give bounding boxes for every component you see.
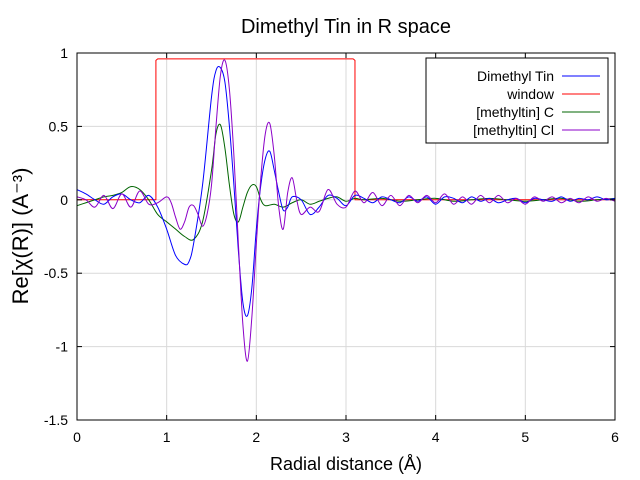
legend-label: Dimethyl Tin [477, 68, 554, 84]
legend: Dimethyl Tin window [methyltin] C [methylti… [425, 57, 609, 144]
y-tick-label: 0.5 [49, 118, 69, 134]
y-tick-label: -1 [56, 339, 69, 355]
x-tick-label: 0 [73, 429, 81, 445]
x-tick-label: 1 [163, 429, 171, 445]
series-line-methyltin-cl [76, 59, 616, 362]
legend-label: window [506, 86, 555, 102]
legend-box [425, 57, 609, 144]
y-tick-label: -1.5 [44, 412, 68, 428]
chart-title: Dimethyl Tin in R space [241, 16, 451, 38]
x-tick-label: 2 [252, 429, 260, 445]
y-tick-label: 0 [60, 192, 68, 208]
legend-label: [methyltin] C [476, 104, 554, 120]
x-axis-label: Radial distance (Å) [270, 454, 422, 474]
axis-ticks: 0 1 2 3 4 5 6 1 0.5 0 -0.5 -1 -1.5 [44, 45, 619, 445]
series-layer [76, 58, 616, 362]
y-tick-label: -0.5 [44, 265, 68, 281]
series-line-dimethyl-tin [76, 65, 616, 317]
x-tick-label: 3 [342, 429, 350, 445]
grid [77, 53, 615, 420]
series-line-window [77, 58, 615, 201]
x-tick-label: 6 [611, 429, 619, 445]
y-tick-label: 1 [60, 45, 68, 61]
x-tick-label: 5 [521, 429, 529, 445]
legend-label: [methyltin] Cl [473, 122, 554, 138]
x-tick-label: 4 [432, 429, 440, 445]
y-axis-label: Re[χ(R)] (A⁻³) [8, 168, 33, 305]
